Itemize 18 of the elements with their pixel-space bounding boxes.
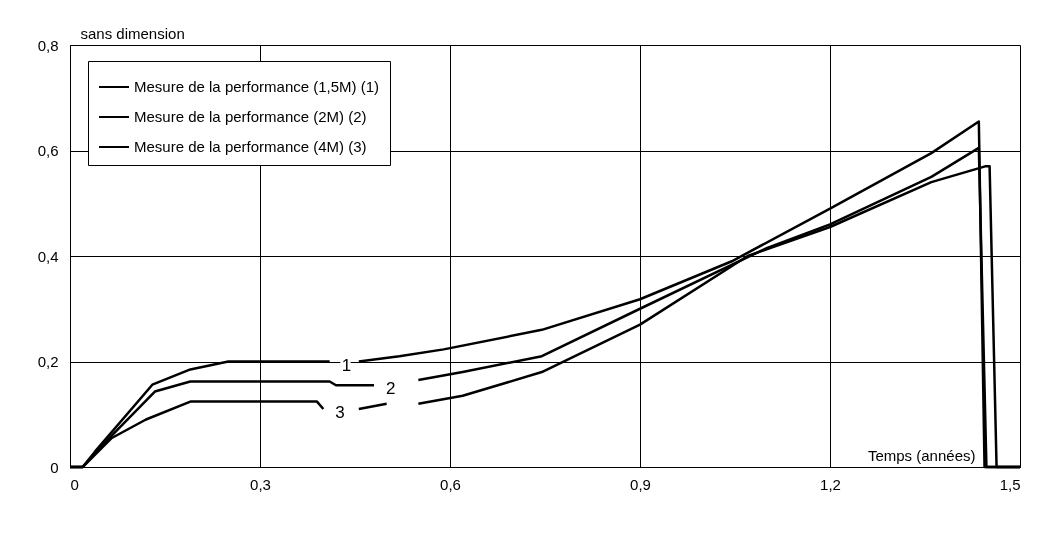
x-tick-label: 0,9 [630,475,651,493]
y-tick-label: 0,8 [37,36,59,54]
y-axis-title: sans dimension [80,24,185,42]
x-tick-label: 0,3 [250,475,271,493]
y-tick-label: 0,2 [37,353,59,370]
y-tick-label: 0,6 [37,142,59,159]
x-tick-label: 1,2 [820,475,841,493]
legend-label: Mesure de la performance (2M) (2) [134,108,367,125]
y-tick-label: 0,4 [37,247,59,265]
annotation: 2 [386,379,396,399]
legend-label: Mesure de la performance (1,5M) (1) [134,78,380,95]
x-axis-title: Temps (années) [867,446,976,464]
y-tick-label: 0 [50,458,59,476]
annotation: 3 [335,402,345,422]
legend-label: Mesure de la performance (4M) (3) [134,138,367,155]
x-tick-label: 1,5 [999,475,1021,493]
x-tick-label: 0,6 [440,475,461,493]
x-tick-label: 0 [70,475,79,493]
